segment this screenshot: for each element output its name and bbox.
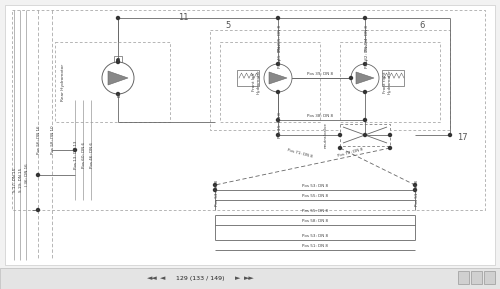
Text: Pos 53: DN 8: Pos 53: DN 8 xyxy=(302,184,328,188)
Circle shape xyxy=(116,16,119,19)
Text: ►: ► xyxy=(236,275,240,281)
Bar xyxy=(12,10,485,210)
Circle shape xyxy=(214,184,216,186)
Circle shape xyxy=(102,62,134,94)
Bar xyxy=(382,70,404,86)
Text: ◄: ◄ xyxy=(160,275,166,281)
Circle shape xyxy=(414,184,416,186)
Circle shape xyxy=(276,118,280,121)
Text: ►►: ►► xyxy=(244,275,254,281)
Bar xyxy=(5,5,495,265)
Circle shape xyxy=(74,149,76,151)
Text: S 17: DN 15: S 17: DN 15 xyxy=(13,168,17,192)
Bar xyxy=(471,271,482,284)
Circle shape xyxy=(338,134,342,136)
Text: Pos 34: DN 8: Pos 34: DN 8 xyxy=(365,25,369,51)
Text: Pos 39: DN 8: Pos 39: DN 8 xyxy=(307,72,333,76)
Text: Pos 38: DN 8: Pos 38: DN 8 xyxy=(307,114,333,118)
Circle shape xyxy=(350,77,352,79)
Bar xyxy=(114,56,122,64)
Circle shape xyxy=(276,62,280,66)
Text: Pos 13: DN 13: Pos 13: DN 13 xyxy=(74,141,78,169)
Bar xyxy=(55,42,170,122)
Text: 5: 5 xyxy=(226,21,230,29)
Circle shape xyxy=(364,118,366,121)
Circle shape xyxy=(36,208,40,212)
Polygon shape xyxy=(356,72,374,84)
Text: Pos 55: DN 8: Pos 55: DN 8 xyxy=(302,209,328,213)
Text: 17: 17 xyxy=(456,134,468,142)
Text: Pos 58: DN 8: Pos 58: DN 8 xyxy=(302,219,328,223)
Text: T: T xyxy=(276,60,280,64)
Text: I 36: DN 16: I 36: DN 16 xyxy=(25,164,29,186)
Text: Pos 71: DN 8: Pos 71: DN 8 xyxy=(287,148,313,158)
Circle shape xyxy=(36,173,40,177)
Text: Pos 46: DN 6: Pos 46: DN 6 xyxy=(90,142,94,168)
Text: 11: 11 xyxy=(178,12,188,21)
Bar xyxy=(0,268,500,289)
Circle shape xyxy=(414,188,416,192)
Bar xyxy=(484,271,495,284)
Bar xyxy=(458,271,469,284)
Bar xyxy=(220,42,320,122)
Text: ◄◄: ◄◄ xyxy=(146,275,158,281)
Circle shape xyxy=(116,92,119,95)
Text: Pos 56: DN 16: Pos 56: DN 16 xyxy=(37,126,41,154)
Bar xyxy=(237,70,259,86)
Circle shape xyxy=(364,134,366,136)
Text: T: T xyxy=(364,60,366,64)
Polygon shape xyxy=(108,71,128,85)
Text: Front left
Hydromotor: Front left Hydromotor xyxy=(252,70,260,95)
Text: Pos 53: DN 8: Pos 53: DN 8 xyxy=(215,180,219,206)
Text: T: T xyxy=(116,58,119,62)
Circle shape xyxy=(364,90,366,94)
Text: Pos 51: DN 8: Pos 51: DN 8 xyxy=(415,180,419,206)
Text: B: B xyxy=(116,95,119,99)
Text: 129 (133 / 149): 129 (133 / 149) xyxy=(176,276,224,281)
Text: Pos 11: DN 8: Pos 11: DN 8 xyxy=(278,112,282,138)
Text: Pos 41: DN 8: Pos 41: DN 8 xyxy=(278,42,282,68)
Circle shape xyxy=(276,90,280,94)
Text: Pos 55: DN 8: Pos 55: DN 8 xyxy=(302,194,328,198)
Circle shape xyxy=(117,59,119,61)
Circle shape xyxy=(388,134,392,136)
Bar xyxy=(210,30,450,130)
Circle shape xyxy=(388,147,392,149)
Circle shape xyxy=(276,16,280,19)
Text: Pos 53: DN 8: Pos 53: DN 8 xyxy=(302,234,328,238)
Circle shape xyxy=(364,16,366,19)
Polygon shape xyxy=(269,72,287,84)
Circle shape xyxy=(214,188,216,192)
Text: Pos 60: DN 6: Pos 60: DN 6 xyxy=(82,142,86,168)
Circle shape xyxy=(264,64,292,92)
Circle shape xyxy=(116,60,119,64)
Text: Pos 58: DN 10: Pos 58: DN 10 xyxy=(51,126,55,154)
Text: 6: 6 xyxy=(420,21,424,29)
Text: Rear Hydromotor: Rear Hydromotor xyxy=(61,64,65,101)
Circle shape xyxy=(351,64,379,92)
Text: Front right
Hydromotor: Front right Hydromotor xyxy=(382,70,392,95)
Text: S 19: DN 15: S 19: DN 15 xyxy=(19,168,23,192)
Circle shape xyxy=(364,62,366,66)
Text: Pos 32: DN 8: Pos 32: DN 8 xyxy=(365,42,369,68)
Circle shape xyxy=(276,134,280,136)
Text: Pos 72: DN 8: Pos 72: DN 8 xyxy=(337,148,363,158)
Text: neutralvalve: neutralvalve xyxy=(324,122,328,148)
Bar xyxy=(340,42,440,122)
Text: Pos 51: DN 8: Pos 51: DN 8 xyxy=(302,244,328,248)
Text: Pos 35: DN 8: Pos 35: DN 8 xyxy=(278,25,282,51)
Circle shape xyxy=(338,147,342,149)
Circle shape xyxy=(448,134,452,136)
Bar xyxy=(340,124,390,146)
